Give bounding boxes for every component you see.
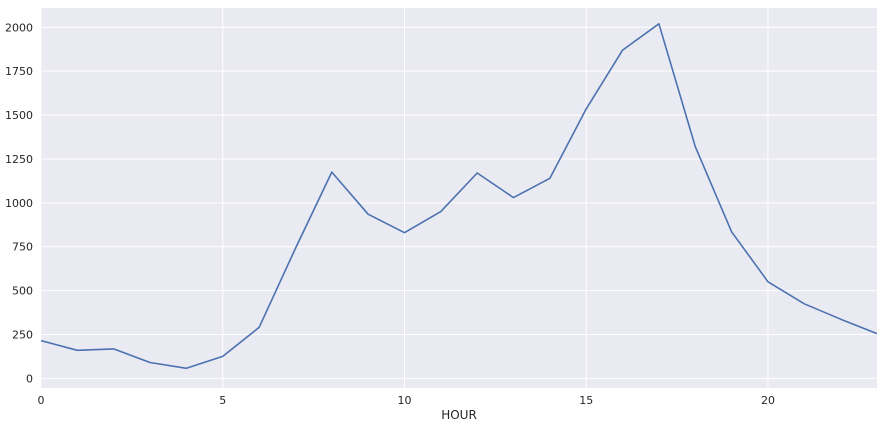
x-tick-label: 20 [761,394,775,407]
y-tick-label: 1250 [5,153,33,166]
y-tick-label: 1750 [5,65,33,78]
y-tick-label: 500 [12,285,33,298]
x-tick-label: 5 [219,394,226,407]
y-tick-label: 2000 [5,21,33,34]
x-tick-labels: 0 5 10 15 20 [38,394,775,407]
y-tick-label: 750 [12,241,33,254]
y-tick-label: 1000 [5,197,33,210]
y-tick-labels: 0 250 500 750 1000 1250 1500 1750 2000 [5,21,33,385]
x-axis-label: HOUR [441,408,477,422]
y-tick-label: 1500 [5,109,33,122]
y-tick-label: 0 [26,372,33,385]
series-layer [40,22,878,370]
x-tick-label: 15 [579,394,593,407]
x-tick-label: 0 [38,394,45,407]
y-tick-label: 250 [12,328,33,341]
x-tick-label: 10 [397,394,411,407]
grid-lines [40,8,877,388]
series-line [40,22,878,370]
plot-background [41,8,877,388]
